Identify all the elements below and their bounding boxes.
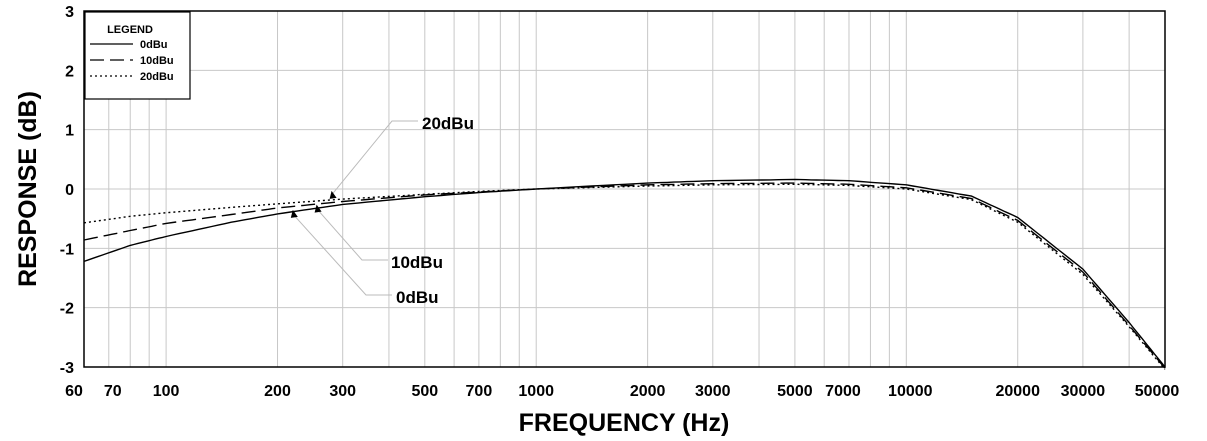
legend-entry: 0dBu [140, 39, 168, 51]
x-tick-label: 1000 [518, 383, 554, 400]
legend-title: LEGEND [107, 24, 153, 36]
x-tick-label: 3000 [695, 383, 731, 400]
legend-box [84, 11, 191, 100]
series-line-20dBu [83, 183, 1166, 370]
x-tick-label: 10000 [888, 383, 933, 400]
x-tick-label: 70 [104, 383, 122, 400]
y-axis-title: RESPONSE (dB) [14, 91, 42, 287]
x-tick-label: 60 [65, 383, 83, 400]
y-tick-label: -3 [60, 360, 74, 377]
y-tick-label: 0 [65, 182, 74, 199]
annotation-leader [292, 213, 392, 296]
annotation-label: 20dBu [422, 114, 474, 133]
annotation-leader [331, 120, 418, 196]
legend-entry: 20dBu [140, 71, 174, 83]
x-tick-label: 500 [411, 383, 438, 400]
annotation-label: 0dBu [396, 288, 439, 307]
y-tick-label: 2 [65, 63, 74, 80]
x-tick-label: 30000 [1061, 383, 1106, 400]
x-axis-title: FREQUENCY (Hz) [519, 409, 730, 437]
x-tick-label: 100 [153, 383, 180, 400]
series-line-0dBu [83, 178, 1166, 368]
curves [83, 178, 1166, 370]
annotations: 20dBu 10dBu 0dBu [290, 114, 474, 307]
annotation-arrow [314, 204, 322, 213]
y-tick-label: 3 [65, 4, 74, 21]
series-line-10dBu [83, 182, 1166, 369]
x-tick-label: 700 [466, 383, 493, 400]
plot-frame [83, 10, 1166, 368]
y-tick-labels: 3 2 1 0 -1 -2 -3 [60, 4, 74, 377]
y-tick-label: -2 [60, 301, 74, 318]
legend: LEGEND 0dBu 10dBu 20dBu [84, 11, 191, 100]
x-tick-label: 5000 [777, 383, 813, 400]
grid [84, 11, 1165, 367]
x-tick-label: 7000 [825, 383, 861, 400]
annotation-arrow [290, 209, 298, 218]
x-tick-label: 2000 [630, 383, 666, 400]
annotation-label: 10dBu [391, 253, 443, 272]
x-tick-label: 20000 [995, 383, 1040, 400]
x-tick-label: 200 [264, 383, 291, 400]
legend-entry: 10dBu [140, 55, 174, 67]
annotation-arrow [329, 190, 337, 199]
y-tick-label: -1 [60, 241, 74, 258]
annotation-leader [316, 208, 388, 261]
x-tick-label: 50000 [1135, 383, 1180, 400]
y-tick-label: 1 [65, 123, 74, 140]
x-tick-label: 300 [329, 383, 356, 400]
x-tick-labels: 60 70 100 200 300 500 700 1000 2000 3000 5000 7000 1… [65, 383, 1179, 400]
